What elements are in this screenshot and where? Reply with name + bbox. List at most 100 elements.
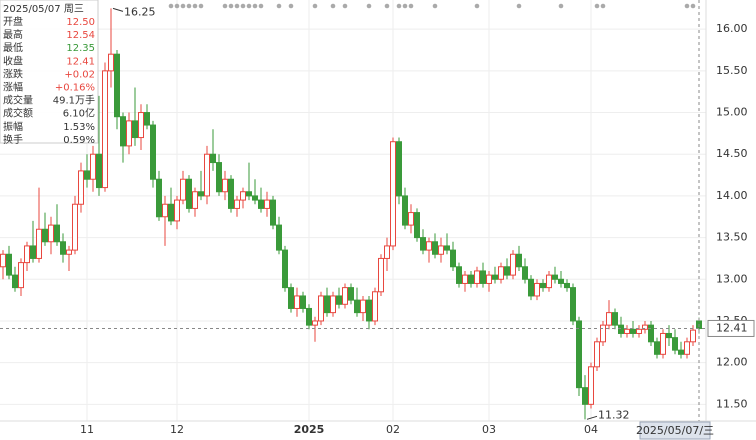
event-dot bbox=[594, 3, 600, 9]
event-dot bbox=[516, 3, 522, 9]
candle-body bbox=[264, 199, 270, 209]
candle-body bbox=[222, 178, 228, 193]
info-label: 最高 bbox=[3, 28, 23, 41]
candle-body bbox=[588, 366, 594, 405]
candle-body bbox=[300, 295, 306, 309]
candle-body bbox=[564, 282, 570, 289]
candle-body bbox=[72, 203, 78, 251]
candle-body bbox=[294, 295, 300, 309]
event-dot bbox=[408, 3, 414, 9]
event-dot bbox=[366, 3, 372, 9]
candle-body bbox=[354, 299, 360, 314]
candle-body bbox=[114, 53, 120, 118]
candle-body bbox=[498, 266, 504, 280]
event-dot bbox=[186, 3, 192, 9]
event-dot bbox=[252, 3, 258, 9]
candle-body bbox=[198, 191, 204, 197]
candle-body bbox=[678, 349, 684, 355]
candle-body bbox=[402, 195, 408, 226]
candle-body bbox=[54, 224, 60, 243]
info-value: 0.59% bbox=[63, 135, 95, 146]
candle-body bbox=[642, 324, 648, 330]
candle-body bbox=[24, 245, 30, 264]
annotation-max: 16.25 bbox=[124, 5, 156, 18]
event-dot bbox=[234, 3, 240, 9]
candle-body bbox=[426, 241, 432, 251]
candle-body bbox=[474, 270, 480, 284]
candle-body bbox=[492, 274, 498, 280]
candle-body bbox=[18, 262, 24, 289]
info-panel-box bbox=[0, 0, 99, 144]
candle-body bbox=[324, 295, 330, 314]
x-tick-label: 11 bbox=[80, 423, 94, 436]
candle-body bbox=[630, 328, 636, 334]
candle-body bbox=[60, 241, 66, 255]
candle-body bbox=[666, 332, 672, 339]
info-label: 成交额 bbox=[3, 107, 33, 120]
event-dot bbox=[246, 3, 252, 9]
candle-body bbox=[318, 295, 324, 322]
candle-body bbox=[78, 170, 84, 205]
candle-body bbox=[6, 253, 12, 276]
candle-body bbox=[624, 328, 630, 334]
candle-body bbox=[306, 307, 312, 326]
candle-body bbox=[600, 324, 606, 343]
annotation-min: 11.32 bbox=[598, 408, 630, 421]
candle-body bbox=[480, 270, 486, 284]
candle-body bbox=[558, 278, 564, 284]
candle-body bbox=[30, 245, 36, 259]
candle-body bbox=[240, 191, 246, 201]
candle-body bbox=[36, 228, 42, 259]
candle-body bbox=[462, 274, 468, 284]
candle-body bbox=[186, 178, 192, 209]
info-label: 涨跌 bbox=[3, 67, 23, 80]
x-tick-label: 02 bbox=[386, 423, 400, 436]
event-dot bbox=[396, 3, 402, 9]
info-label: 换手 bbox=[3, 133, 23, 146]
event-dot bbox=[312, 3, 318, 9]
candle-body bbox=[516, 253, 522, 268]
candle-body bbox=[282, 249, 288, 289]
candle-body bbox=[552, 274, 558, 280]
info-label: 振幅 bbox=[3, 120, 23, 133]
candle-body bbox=[42, 228, 48, 243]
candle-body bbox=[270, 199, 276, 226]
info-value: 49.1万手 bbox=[53, 94, 95, 107]
y-tick-label: 13.50 bbox=[716, 231, 748, 244]
candle-body bbox=[504, 266, 510, 276]
candle-body bbox=[336, 295, 342, 305]
candle-body bbox=[672, 337, 678, 351]
candle-body bbox=[660, 332, 666, 355]
event-dot bbox=[276, 3, 282, 9]
x-tick-label: 04 bbox=[584, 423, 598, 436]
candle-body bbox=[84, 170, 90, 180]
event-dot bbox=[168, 3, 174, 9]
event-dot bbox=[198, 3, 204, 9]
candle-body bbox=[570, 287, 576, 322]
info-label: 收盘 bbox=[3, 54, 23, 67]
info-value: 12.35 bbox=[66, 43, 95, 54]
candle-body bbox=[12, 274, 18, 289]
candle-body bbox=[372, 291, 378, 322]
info-label: 涨幅 bbox=[3, 81, 23, 94]
candle-body bbox=[576, 320, 582, 389]
y-tick-label: 14.50 bbox=[716, 147, 748, 160]
candle-body bbox=[612, 312, 618, 326]
event-dot bbox=[342, 3, 348, 9]
y-tick-label: 15.50 bbox=[716, 64, 748, 77]
price-label-box bbox=[707, 319, 755, 337]
event-dot bbox=[222, 3, 228, 9]
candle-body bbox=[486, 274, 492, 284]
candle-body bbox=[150, 124, 156, 180]
event-dot bbox=[690, 3, 696, 9]
y-tick-label: 15.00 bbox=[716, 106, 748, 119]
y-tick-label: 13.00 bbox=[716, 272, 748, 285]
candle-body bbox=[444, 245, 450, 251]
candle-body bbox=[594, 341, 600, 368]
y-tick-label: 16.00 bbox=[716, 22, 748, 35]
info-date: 2025/05/07 周三 bbox=[3, 3, 84, 15]
info-value: 12.50 bbox=[66, 17, 95, 28]
event-dot bbox=[402, 3, 408, 9]
